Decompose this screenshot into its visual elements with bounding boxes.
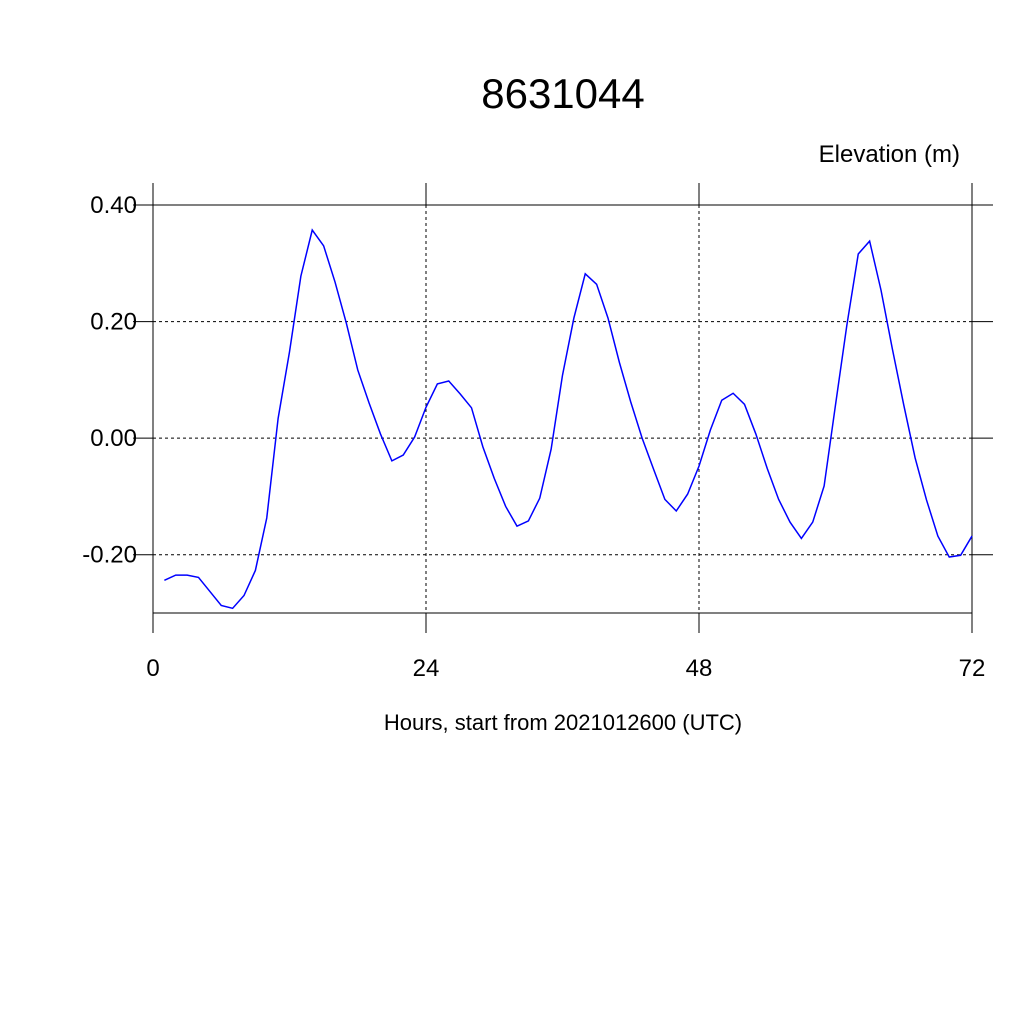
- x-axis-label: Hours, start from 2021012600 (UTC): [384, 710, 742, 735]
- x-tick-label: 0: [146, 655, 159, 682]
- x-tick-label: 48: [686, 655, 713, 682]
- x-tick-label: 24: [413, 655, 440, 682]
- y-tick-label: -0.20: [82, 542, 137, 569]
- y-tick-label: 0.40: [90, 192, 137, 219]
- y-tick-label: 0.20: [90, 309, 137, 336]
- x-tick-label: 72: [959, 655, 986, 682]
- chart-title: 8631044: [481, 70, 645, 117]
- y-tick-label: 0.00: [90, 425, 137, 452]
- plot-frame: [152, 204, 973, 614]
- y-axis-label: Elevation (m): [819, 141, 960, 168]
- data-line: [164, 228, 973, 610]
